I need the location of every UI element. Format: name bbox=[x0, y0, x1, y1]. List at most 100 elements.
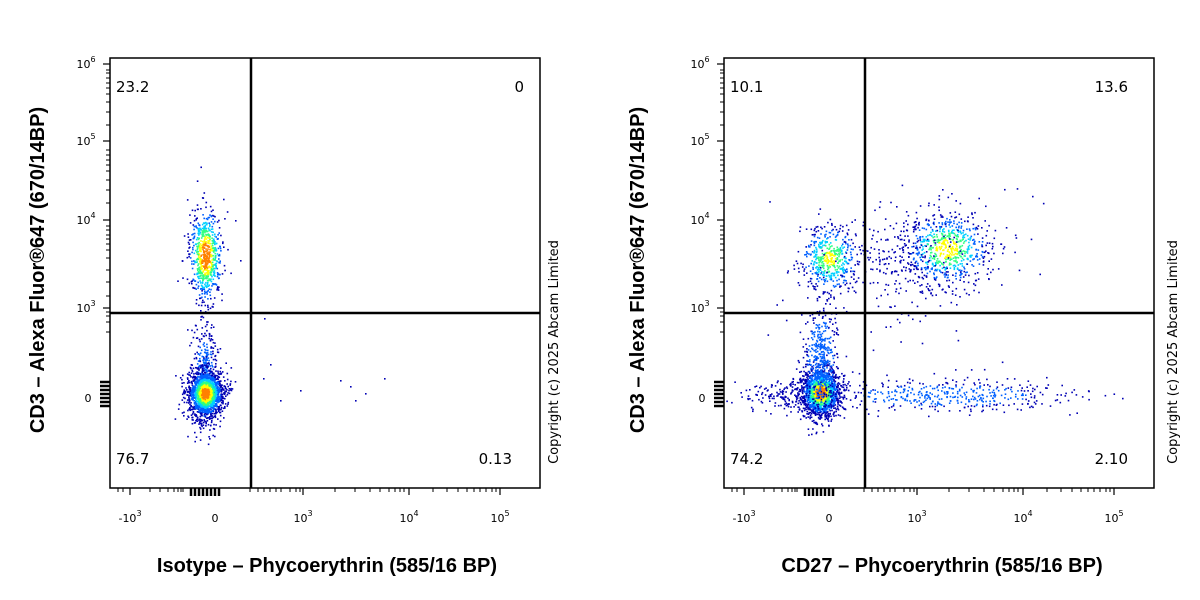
event-dot bbox=[209, 291, 211, 293]
event-dot bbox=[833, 361, 835, 364]
event-dot bbox=[202, 366, 204, 368]
event-dot bbox=[847, 383, 849, 385]
event-dot bbox=[218, 261, 220, 264]
event-dot bbox=[211, 244, 214, 247]
event-dot bbox=[190, 414, 193, 416]
event-dot bbox=[205, 403, 208, 406]
event-dot bbox=[820, 278, 823, 281]
event-dot bbox=[209, 229, 211, 232]
event-dot bbox=[807, 408, 809, 410]
event-dot bbox=[826, 415, 828, 417]
event-dot bbox=[825, 364, 827, 367]
event-dot bbox=[200, 240, 202, 242]
event-dot bbox=[205, 262, 207, 265]
event-dot bbox=[821, 360, 823, 362]
event-dot bbox=[205, 233, 207, 236]
event-dot bbox=[819, 310, 821, 313]
event-dot bbox=[197, 264, 199, 267]
event-dot bbox=[217, 370, 219, 373]
event-dot bbox=[828, 292, 830, 295]
event-dot bbox=[201, 287, 204, 289]
event-dot bbox=[202, 279, 204, 281]
event-dot bbox=[214, 345, 217, 347]
event-dot bbox=[219, 380, 221, 382]
event-dot bbox=[192, 248, 194, 251]
event-dot bbox=[812, 390, 815, 393]
event-dot bbox=[181, 399, 184, 401]
event-dot bbox=[818, 336, 821, 339]
event-dot bbox=[822, 379, 824, 382]
event-dot bbox=[817, 370, 819, 373]
event-dot bbox=[230, 380, 232, 383]
event-dot bbox=[186, 401, 188, 404]
event-dot bbox=[208, 239, 211, 242]
event-dot bbox=[184, 390, 187, 393]
event-dot bbox=[207, 230, 209, 233]
event-dot bbox=[264, 318, 266, 320]
event-dot bbox=[837, 250, 839, 253]
event-dot bbox=[190, 380, 193, 383]
event-dot bbox=[805, 343, 807, 346]
event-dot bbox=[805, 363, 807, 366]
event-dot bbox=[820, 397, 822, 400]
event-dot bbox=[833, 412, 835, 414]
event-dot bbox=[817, 335, 819, 337]
event-dot bbox=[202, 405, 205, 407]
event-dot bbox=[826, 367, 828, 369]
event-dot bbox=[211, 364, 213, 367]
event-dot bbox=[208, 379, 210, 381]
event-dot bbox=[813, 235, 816, 238]
event-dot bbox=[832, 384, 834, 387]
event-dot bbox=[217, 382, 220, 384]
event-dot bbox=[821, 423, 823, 425]
event-dot bbox=[804, 254, 806, 256]
event-dot bbox=[263, 378, 265, 380]
event-dot bbox=[207, 321, 209, 323]
event-dot bbox=[213, 423, 215, 426]
event-dot bbox=[805, 404, 807, 407]
event-dot bbox=[827, 359, 829, 362]
event-dot bbox=[200, 396, 203, 398]
event-dot bbox=[211, 237, 213, 239]
event-dot bbox=[833, 386, 836, 388]
event-dot bbox=[813, 419, 815, 422]
event-dot bbox=[211, 390, 213, 392]
event-dot bbox=[838, 397, 841, 399]
event-dot bbox=[214, 267, 216, 270]
event-dot bbox=[227, 403, 229, 405]
event-dot bbox=[834, 394, 837, 397]
event-dot bbox=[230, 272, 232, 275]
event-dot bbox=[199, 382, 201, 384]
event-dot bbox=[205, 238, 208, 240]
event-dot bbox=[828, 370, 830, 372]
event-dot bbox=[805, 253, 808, 256]
event-dot bbox=[193, 263, 195, 265]
event-dot bbox=[210, 250, 212, 252]
event-dot bbox=[212, 306, 214, 308]
event-dot bbox=[195, 218, 198, 220]
event-dot bbox=[852, 273, 855, 275]
event-dot bbox=[824, 414, 826, 417]
event-dot bbox=[841, 245, 843, 247]
event-dot bbox=[199, 346, 201, 349]
event-dot bbox=[214, 383, 216, 385]
event-dot bbox=[204, 296, 206, 298]
event-dot bbox=[797, 393, 799, 396]
event-dot bbox=[220, 408, 222, 411]
event-dot bbox=[203, 413, 206, 416]
event-dot bbox=[197, 222, 200, 225]
event-dot bbox=[835, 408, 838, 411]
event-dot bbox=[220, 390, 223, 393]
event-dot bbox=[824, 416, 827, 418]
event-dot bbox=[207, 233, 210, 235]
event-dot bbox=[188, 239, 191, 241]
event-dot bbox=[191, 382, 193, 384]
event-dot bbox=[815, 395, 817, 397]
event-dot bbox=[832, 397, 835, 400]
event-dot bbox=[214, 258, 216, 260]
event-dot bbox=[825, 363, 827, 365]
event-dot bbox=[806, 321, 809, 323]
event-dot bbox=[201, 315, 203, 318]
event-dot bbox=[848, 239, 850, 241]
event-dot bbox=[835, 392, 838, 394]
